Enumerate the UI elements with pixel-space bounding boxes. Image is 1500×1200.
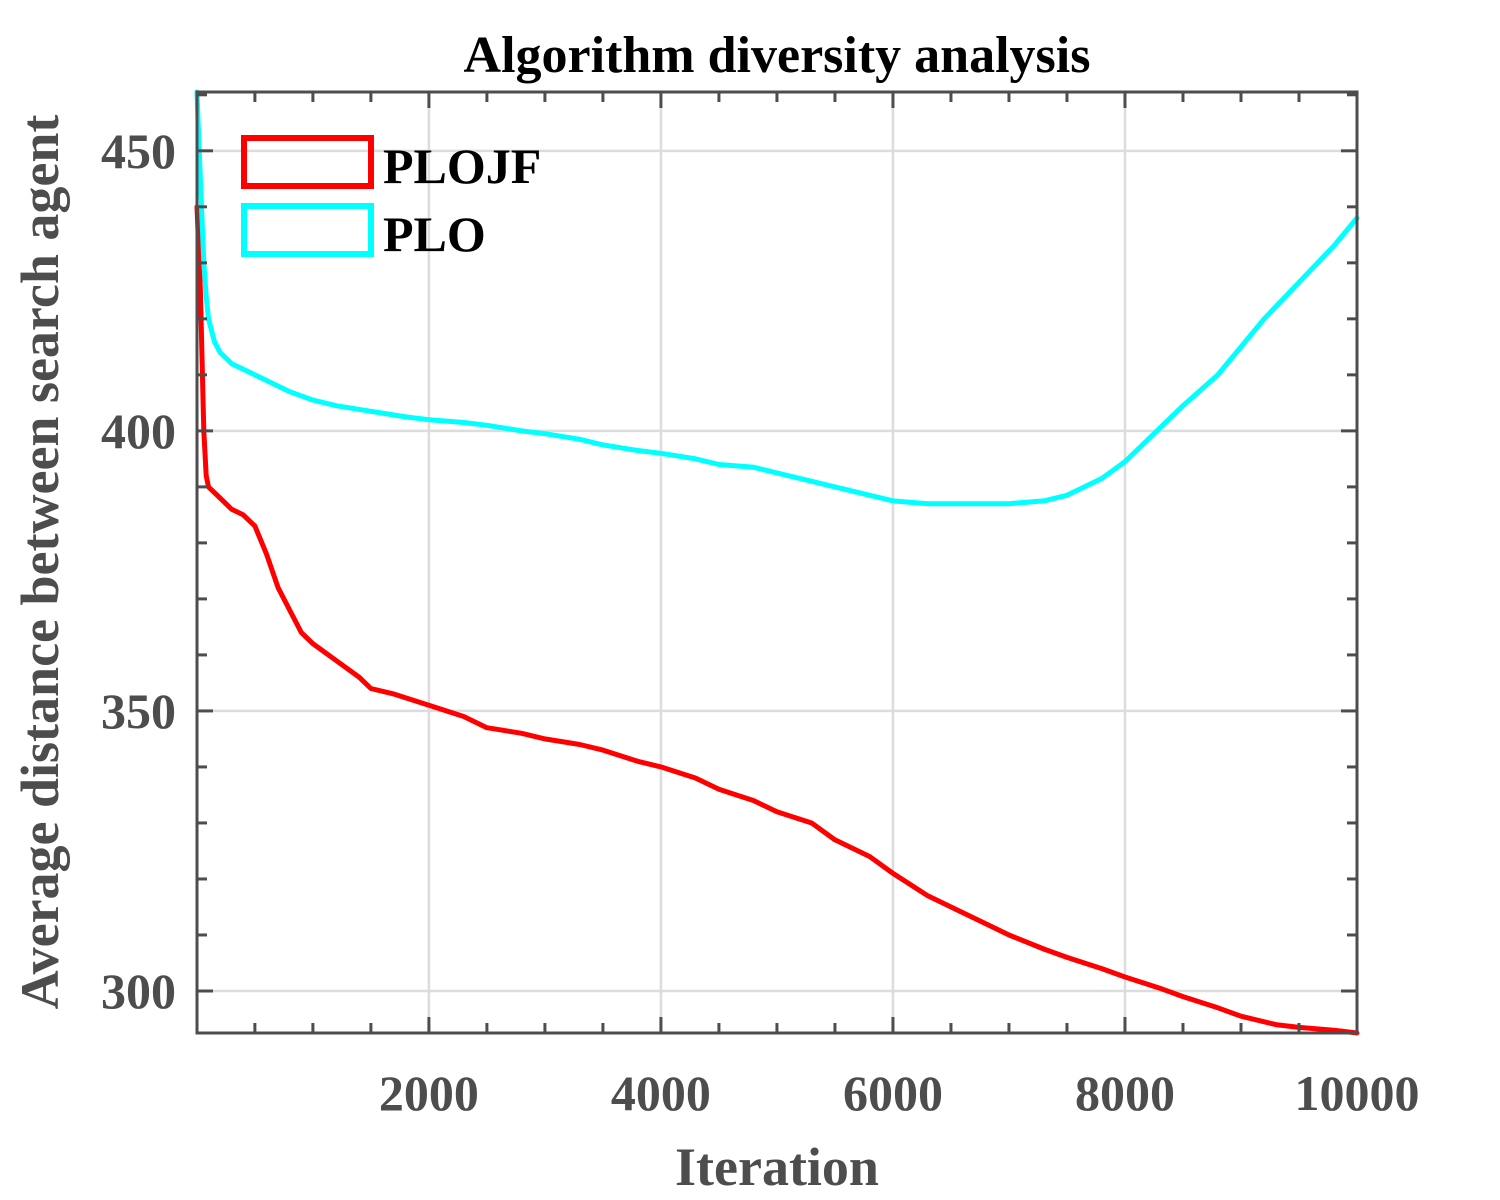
legend-label-plojf: PLOJF bbox=[383, 138, 541, 194]
x-tick-label: 4000 bbox=[611, 1065, 711, 1121]
x-tick-label: 2000 bbox=[379, 1065, 479, 1121]
y-axis-label: Average distance between search agent bbox=[10, 115, 70, 1010]
legend: PLOJF PLO bbox=[241, 135, 541, 262]
legend-swatch-plojf bbox=[241, 135, 374, 189]
chart-title: Algorithm diversity analysis bbox=[464, 27, 1091, 84]
x-axis-label: Iteration bbox=[675, 1137, 879, 1197]
series-lines bbox=[194, 89, 1360, 1036]
legend-swatch-plo bbox=[241, 203, 374, 257]
series-line-plo bbox=[194, 89, 1360, 507]
y-tick-label: 450 bbox=[101, 123, 176, 179]
y-tick-label: 400 bbox=[101, 403, 176, 459]
y-tick-label: 300 bbox=[101, 963, 176, 1019]
x-tick-label: 6000 bbox=[843, 1065, 943, 1121]
axis-ticks: 2000 4000 6000 8000 10000 300 350 400 450 bbox=[101, 92, 1420, 1121]
x-tick-label: 10000 bbox=[1295, 1065, 1420, 1121]
series-line-plojf bbox=[194, 204, 1360, 1036]
legend-label-plo: PLO bbox=[383, 206, 486, 262]
x-tick-label: 8000 bbox=[1075, 1065, 1175, 1121]
y-tick-label: 350 bbox=[101, 683, 176, 739]
